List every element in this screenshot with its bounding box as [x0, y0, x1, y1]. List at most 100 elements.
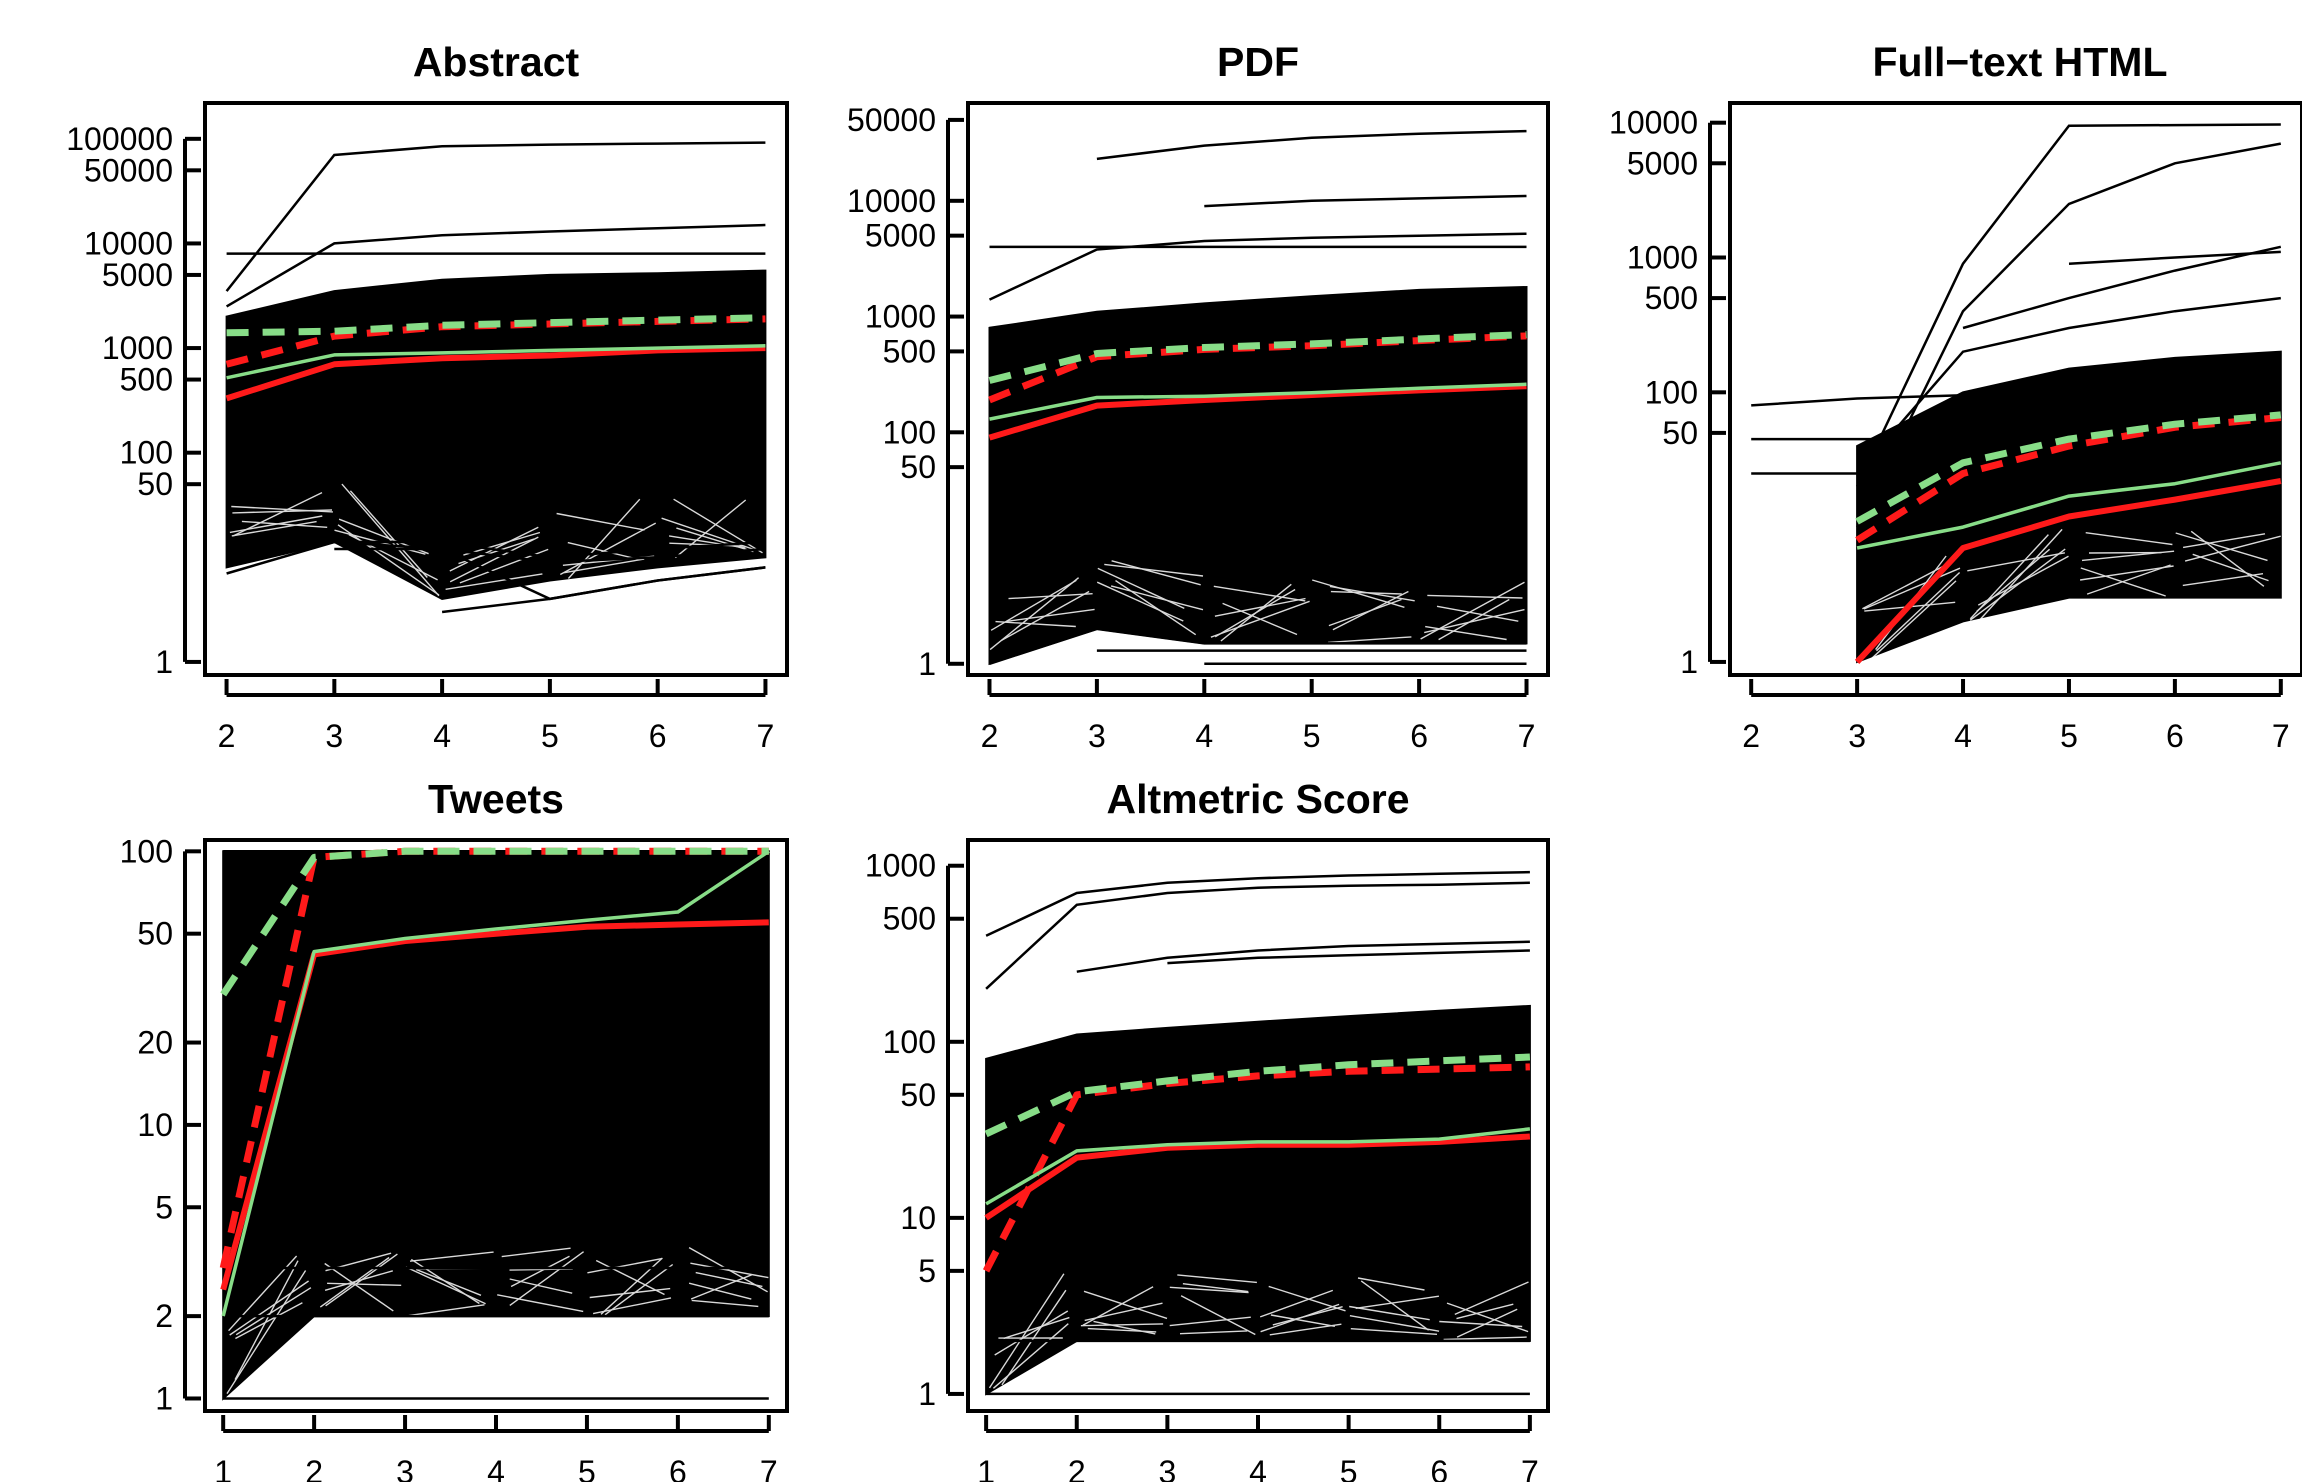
- trajectory-gap: [229, 1280, 309, 1336]
- trajectory-gap: [2085, 532, 2173, 546]
- trajectory-gap: [1169, 1286, 1249, 1294]
- trajectory-gap: [2192, 553, 2269, 582]
- panel-tweets: Tweets 1 2 5 10 20 50 100 1 2 3 4 5 6 7: [120, 776, 789, 1482]
- y-tick-label: 50: [137, 466, 173, 502]
- panel-title: Altmetric Score: [1106, 776, 1409, 822]
- trajectory-gap: [1169, 1316, 1251, 1327]
- median-dashed-line: [226, 314, 766, 337]
- trajectory-gap: [231, 520, 317, 537]
- trajectory-gap: [1259, 1289, 1334, 1318]
- y-axis: 1 2 5 10 20 50 100: [120, 833, 201, 1416]
- y-tick-label: 50: [900, 449, 936, 485]
- trajectory-gap: [408, 1304, 485, 1317]
- x-tick-label: 5: [541, 718, 559, 754]
- x-tick-label: 6: [649, 718, 667, 754]
- x-tick-label: 6: [1410, 718, 1428, 754]
- trajectory-gap: [1357, 1277, 1425, 1291]
- trajectory-gap: [1969, 548, 2066, 621]
- trajectory-gap: [1332, 590, 1409, 631]
- mean-solid-line: [1854, 478, 2282, 664]
- trajectory-gap: [449, 536, 539, 583]
- x-axis: 1 2 3 4 5 6 7: [214, 1415, 778, 1482]
- trajectory-gap: [405, 1266, 486, 1305]
- trajectory-gap: [235, 1302, 303, 1340]
- trajectory-gap: [241, 520, 328, 528]
- trajectory-gap: [1868, 580, 1957, 662]
- y-tick-label: 1: [155, 644, 173, 680]
- article-trajectory: [1751, 391, 2281, 407]
- trajectory-gap: [232, 491, 323, 537]
- dense-trajectory-region: [985, 1004, 1531, 1396]
- trajectory-gap: [559, 522, 657, 576]
- trajectory-texture: [989, 560, 1525, 651]
- trajectory-gap: [463, 531, 541, 556]
- mean-dashed-line: [982, 1063, 1530, 1273]
- median-solid-line: [226, 344, 766, 380]
- panel-altmetric-score: Altmetric Score 1 5 10 50 100 500 1000 1 2 3 4 5 6 7: [865, 776, 1550, 1482]
- plot-area: [219, 847, 770, 1401]
- x-tick-label: 5: [1340, 1454, 1358, 1482]
- plot-frame: [966, 101, 1550, 677]
- trajectory-gap: [1312, 579, 1405, 608]
- trajectory-gap: [992, 1323, 1069, 1389]
- panel-full-text-html: Full−text HTML 1 50 100 500 1000 5000 10000 2 3 4 5…: [1609, 39, 2302, 754]
- y-tick-label: 10000: [847, 183, 936, 219]
- trajectory-gap: [324, 1262, 394, 1312]
- x-tick-label: 4: [1195, 718, 1213, 754]
- median-dashed-line: [220, 847, 769, 997]
- trajectory-gap: [458, 538, 535, 565]
- y-tick-label: 10000: [1609, 105, 1698, 141]
- mean-solid-line: [984, 1133, 1531, 1221]
- trajectory-gap: [2190, 530, 2265, 587]
- trajectory-gap: [1260, 1303, 1340, 1333]
- x-tick-label: 6: [1430, 1454, 1448, 1482]
- y-tick-label: 5: [155, 1189, 173, 1225]
- x-tick-label: 4: [1249, 1454, 1267, 1482]
- article-trajectory: [1096, 129, 1527, 161]
- x-tick-label: 7: [2272, 718, 2290, 754]
- x-tick-label: 2: [305, 1454, 323, 1482]
- trajectory-gap: [690, 1262, 769, 1279]
- trajectory-gap: [319, 1256, 390, 1308]
- trajectory-gap: [1349, 1305, 1430, 1321]
- trajectory-gap: [324, 1270, 393, 1291]
- panel-title: Abstract: [413, 39, 580, 85]
- panel-title: Full−text HTML: [1873, 39, 2168, 85]
- y-tick-label: 500: [883, 333, 936, 369]
- x-axis: 1 2 3 4 5 6 7: [977, 1415, 1539, 1482]
- median-solid-line: [1856, 461, 2282, 550]
- y-tick-label: 1000: [865, 848, 936, 884]
- y-tick-label: 100: [883, 414, 936, 450]
- trajectory-gap: [337, 524, 440, 596]
- article-trajectory: [989, 627, 1527, 665]
- y-tick-label: 5000: [865, 218, 936, 254]
- trajectory-gap: [1182, 1283, 1249, 1293]
- article-trajectory: [1076, 940, 1530, 973]
- trajectory-gap: [1863, 567, 1961, 610]
- y-tick-label: 5000: [1627, 145, 1698, 181]
- article-trajectory: [1962, 245, 2282, 330]
- trajectory-gap: [592, 1297, 672, 1315]
- y-tick-label: 50000: [84, 152, 173, 188]
- trajectory-gap: [1082, 1286, 1154, 1326]
- trajectory-texture: [1862, 528, 2281, 662]
- median-dashed-line: [1855, 411, 2282, 525]
- x-tick-label: 5: [578, 1454, 596, 1482]
- x-tick-label: 1: [977, 1454, 995, 1482]
- article-trajectory: [985, 870, 1530, 937]
- trajectory-gap: [989, 577, 1080, 651]
- trajectory-gap: [1213, 585, 1306, 602]
- trajectory-gap: [604, 1263, 674, 1316]
- trajectory-gap: [995, 620, 1076, 628]
- median-solid-line: [221, 849, 770, 1317]
- trajectory-gap: [1180, 1295, 1256, 1336]
- trajectory-gap: [1969, 534, 2049, 620]
- y-tick-label: 5000: [102, 257, 173, 293]
- y-tick-label: 50: [1662, 415, 1698, 451]
- panel-title: Tweets: [428, 776, 564, 822]
- x-axis: 2 3 4 5 6 7: [1742, 679, 2290, 754]
- article-trajectory: [226, 540, 766, 575]
